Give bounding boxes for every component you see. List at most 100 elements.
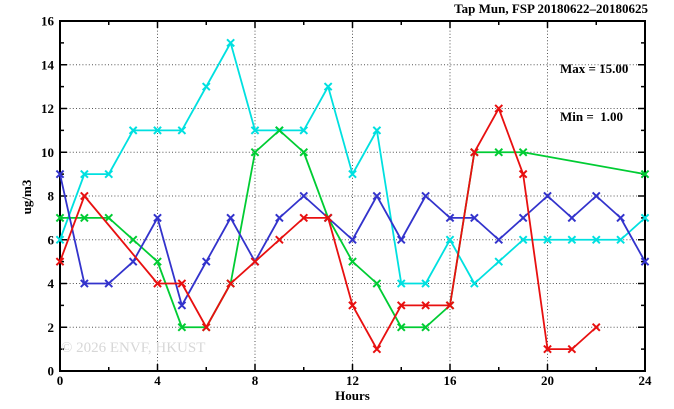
series-cyan-marker [177,126,187,135]
series-blue-marker [128,257,138,266]
y-tick-label: 14 [41,57,55,72]
x-tick-label: 8 [252,373,259,388]
series-cyan-marker [518,235,528,245]
series-green-marker [299,147,309,157]
series-red-marker [445,301,455,310]
x-tick-label: 4 [154,373,161,388]
series-blue-marker [226,213,235,223]
series-green-marker [372,279,382,288]
series-red-marker [494,104,504,113]
series-red-line [59,107,597,351]
series-cyan-marker [494,257,504,266]
series-cyan-marker [104,169,114,179]
series-red-marker [518,169,528,179]
series-cyan-marker [153,126,162,135]
series-blue-marker [201,257,211,266]
series-green-marker [177,322,187,332]
series-green-marker [153,257,162,266]
series-cyan-marker [128,126,138,135]
series-blue-marker [616,213,625,223]
series-cyan-marker [421,279,430,288]
series-blue-marker [104,279,114,288]
series-red-marker [299,213,309,223]
series-cyan-marker [299,126,309,135]
series-cyan-marker [372,126,382,135]
series-cyan-marker [640,213,650,223]
series-red-marker [543,344,552,354]
series-cyan-marker [445,235,455,245]
y-tick-label: 10 [41,145,54,160]
series-blue-marker [275,213,284,223]
series-red-marker [591,322,601,332]
series-green-line [60,129,646,329]
series-blue-marker [421,191,430,201]
x-tick-label: 24 [639,373,653,388]
stats-legend: Max = 15.00 Min = 1.00 [560,29,628,157]
plot-border [59,20,646,372]
series-red-marker [55,257,65,266]
series-blue-marker [518,213,528,223]
series-cyan-marker [80,169,89,179]
series-red-marker [80,191,89,201]
series-blue-marker [396,235,406,245]
series-cyan-marker [55,235,65,245]
series-blue-marker [299,191,309,201]
series-red-marker [396,301,406,310]
y-tick-label: 4 [48,276,55,291]
watermark: © 2026 ENVF, HKUST [61,340,206,356]
series-red-marker [226,279,235,288]
series-red-marker [153,279,162,288]
series-green-marker [55,213,65,223]
legend-min-value: Min = 1.00 [560,109,624,124]
series-green-marker [275,126,284,135]
series-red-marker [275,235,284,245]
series-green-marker [421,322,430,332]
series-green-marker [250,147,260,157]
series-blue-marker [470,213,479,223]
series-red-marker [421,301,430,310]
series-blue-marker [543,191,552,201]
series-blue-marker [494,235,504,245]
y-tick-label: 2 [48,320,55,335]
series-green-marker [494,147,504,157]
series-cyan-marker [396,279,406,288]
series-green-marker [104,213,114,223]
series-red-marker [177,279,187,288]
series-green-marker [396,322,406,332]
series-blue-marker [153,213,162,223]
chart-title: Tap Mun, FSP 20180622–20180625 [454,1,648,16]
x-axis-label: Hours [335,388,370,403]
y-tick-label: 16 [41,14,55,29]
series-red-marker [201,322,211,332]
series-green-marker [518,147,528,157]
series-blue-marker [567,213,577,223]
series-cyan-marker [543,235,552,245]
x-tick-label: 0 [57,373,64,388]
series-green-marker [128,235,138,245]
series-red-marker [567,344,577,354]
series-blue-marker [372,191,382,201]
series-cyan-marker [567,235,577,245]
series-cyan-marker [470,279,479,288]
series-red-marker [348,301,357,310]
series-cyan-marker [250,126,260,135]
series-cyan-marker [348,169,357,179]
y-tick-label: 6 [48,232,55,247]
series-green-marker [348,257,357,266]
y-tick-label: 8 [48,189,55,204]
series-cyan-marker [226,38,235,48]
series-red-marker [372,344,382,354]
legend-max-value: Max = 15.00 [560,61,629,76]
x-tick-label: 20 [541,373,554,388]
x-tick-label: 12 [346,373,359,388]
series-red-marker [250,257,260,266]
series-red-marker [470,147,479,157]
series-blue-marker [80,279,89,288]
y-tick-label: 12 [41,101,54,116]
series-cyan-marker [201,82,211,91]
series-green-marker [640,169,650,179]
series-red-marker [323,213,333,223]
x-tick-label: 16 [444,373,458,388]
